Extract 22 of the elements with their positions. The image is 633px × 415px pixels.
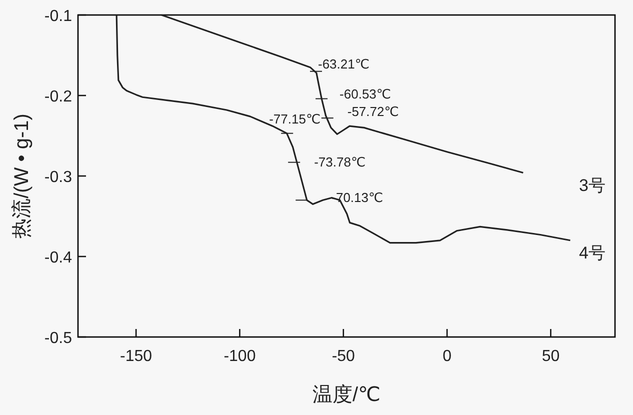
y-tick-label: -0.3 — [44, 169, 72, 186]
line-series — [116, 14, 572, 244]
annotation: -70.13℃ — [332, 190, 384, 206]
annotation: -57.72℃ — [347, 104, 399, 120]
x-tick-label: -150 — [120, 348, 152, 365]
annotation: -63.21℃ — [318, 56, 370, 72]
x-tick-label: 0 — [442, 348, 452, 365]
x-tick-label: -100 — [224, 348, 256, 365]
x-tick-label: 50 — [542, 348, 560, 365]
y-axis-title: 热流/(W • g-1) — [11, 114, 33, 238]
x-tick-label: -50 — [332, 348, 356, 365]
y-tick-label: -0.5 — [44, 330, 72, 347]
annotation: -60.53℃ — [340, 86, 392, 102]
annotation: -73.78℃ — [314, 154, 366, 170]
line-series — [160, 14, 524, 174]
series-label: 4号 — [579, 243, 606, 262]
x-axis-title: 温度/℃ — [312, 384, 381, 406]
annotation: -77.15℃ — [269, 111, 321, 126]
text: 3号 — [579, 176, 606, 195]
y-tick-label: -0.2 — [44, 88, 72, 106]
y-tick-label: -0.1 — [44, 8, 72, 25]
y-tick-label: -0.4 — [44, 250, 72, 266]
